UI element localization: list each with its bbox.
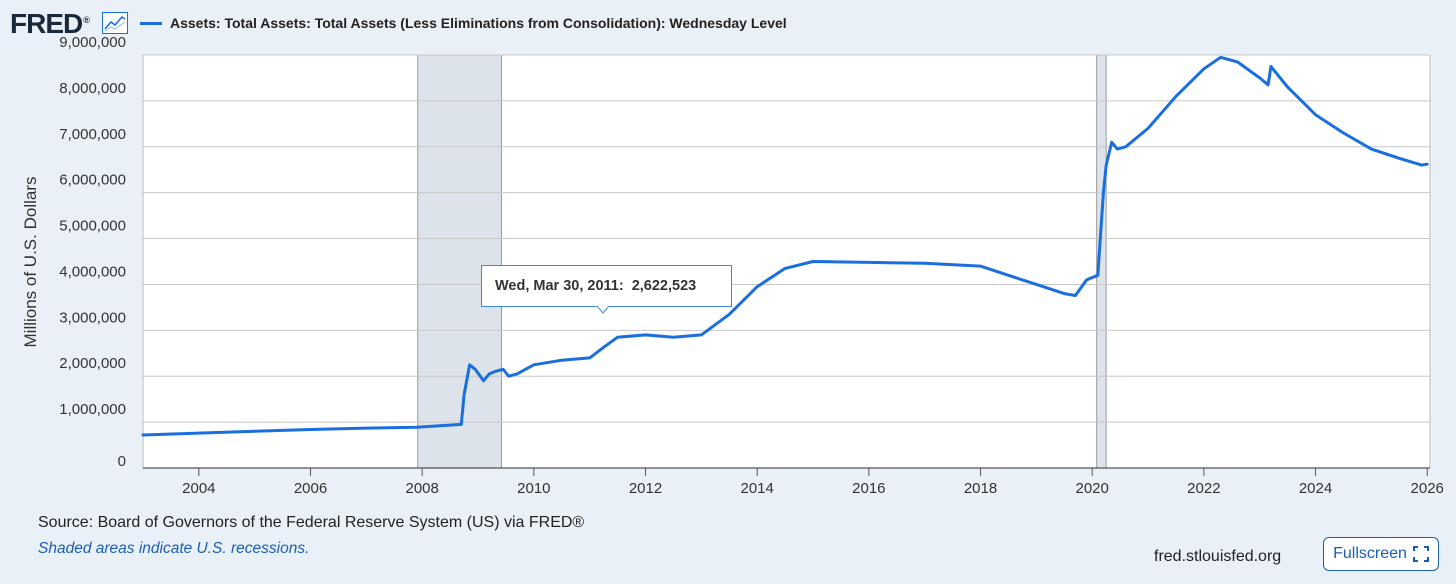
source-text: Source: Board of Governors of the Federa…: [38, 514, 585, 531]
y-tick-label: 2,000,000: [59, 355, 126, 372]
x-tick-label: 2010: [517, 480, 550, 497]
tooltip-date: Wed, Mar 30, 2011:: [495, 278, 624, 294]
x-tick-label: 2016: [852, 480, 885, 497]
tooltip-pointer: [597, 306, 609, 314]
y-tick-label: 6,000,000: [59, 172, 126, 189]
x-tick-label: 2014: [740, 480, 773, 497]
y-tick-label: 3,000,000: [59, 309, 126, 326]
y-tick-label: 5,000,000: [59, 218, 126, 235]
y-tick-label: 7,000,000: [59, 126, 126, 143]
recession-band: [417, 55, 502, 468]
line-graph-icon: [102, 12, 128, 34]
y-tick-label: 1,000,000: [59, 401, 126, 418]
fullscreen-button[interactable]: Fullscreen: [1323, 537, 1439, 571]
expand-icon: [1412, 546, 1429, 562]
y-tick-label: 0: [118, 453, 126, 470]
x-tick-label: 2008: [405, 480, 438, 497]
x-tick-label: 2024: [1299, 480, 1332, 497]
y-tick-label: 8,000,000: [59, 80, 126, 97]
fred-logo[interactable]: FRED®: [10, 8, 90, 40]
data-tooltip: Wed, Mar 30, 2011: 2,622,523: [481, 265, 732, 307]
legend-label: Assets: Total Assets: Total Assets (Less…: [170, 15, 787, 31]
plot-area: [143, 55, 1430, 468]
x-tick-label: 2026: [1411, 480, 1444, 497]
legend-swatch: [140, 21, 162, 25]
x-tick-label: 2004: [182, 480, 215, 497]
x-tick-label: 2018: [964, 480, 997, 497]
recession-note: Shaded areas indicate U.S. recessions.: [38, 540, 310, 557]
x-tick-label: 2020: [1076, 480, 1109, 497]
logo-text: FRED: [10, 8, 83, 39]
logo-registered-mark: ®: [83, 14, 90, 25]
x-tick-label: 2022: [1187, 480, 1220, 497]
recession-band: [1096, 55, 1107, 468]
fullscreen-label: Fullscreen: [1333, 545, 1407, 562]
y-tick-label: 9,000,000: [59, 34, 126, 51]
x-tick-label: 2012: [629, 480, 662, 497]
y-tick-label: 4,000,000: [59, 263, 126, 280]
chart-legend: Assets: Total Assets: Total Assets (Less…: [140, 15, 787, 31]
tooltip-value: 2,622,523: [631, 278, 697, 294]
x-tick-label: 2006: [294, 480, 327, 497]
site-link[interactable]: fred.stlouisfed.org: [1154, 548, 1282, 565]
series-line: [141, 55, 1429, 437]
y-axis-label: Millions of U.S. Dollars: [21, 177, 40, 348]
